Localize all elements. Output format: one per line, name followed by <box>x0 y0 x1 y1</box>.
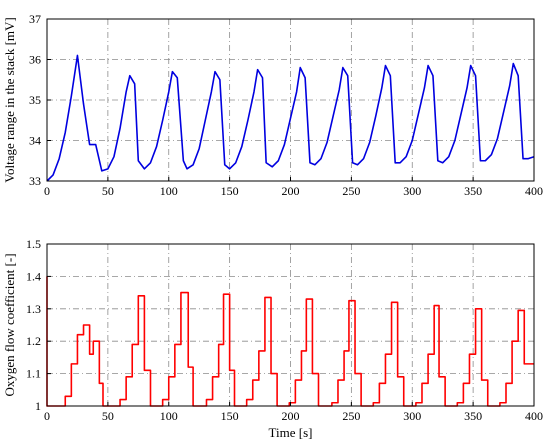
oxygen-chart: 0 50 100 150 200 250 300 350 400 1 1.1 1.2 1.3 1.4 1.5… <box>2 237 543 440</box>
voltage-y-axis-label: Voltage range in the stack [mV] <box>2 17 17 182</box>
voltage-y-tick-label: 36 <box>29 53 41 67</box>
oxygen-y-tick-label: 1.4 <box>26 269 41 283</box>
voltage-x-tick-label: 0 <box>44 184 50 198</box>
oxygen-y-tick-label: 1 <box>35 399 41 413</box>
oxygen-y-tick-label: 1.5 <box>26 237 41 251</box>
voltage-x-tick-label: 350 <box>464 184 482 198</box>
oxygen-x-tick-label: 300 <box>403 409 421 423</box>
oxygen-y-tick-label: 1.1 <box>26 367 41 381</box>
voltage-chart: 0 50 100 150 200 250 300 350 400 33 34 35 36 37 Voltag… <box>2 12 543 198</box>
oxygen-x-tick-label: 200 <box>282 409 300 423</box>
oxygen-y-tick-label: 1.3 <box>26 302 41 316</box>
oxygen-y-axis-label: Oxygen flow coefficient [-] <box>2 253 17 396</box>
oxygen-x-tick-label: 50 <box>102 409 114 423</box>
oxygen-x-tick-label: 100 <box>160 409 178 423</box>
oxygen-x-tick-label: 350 <box>464 409 482 423</box>
voltage-y-tick-label: 34 <box>29 134 41 148</box>
voltage-x-tick-label: 100 <box>160 184 178 198</box>
oxygen-x-axis-label: Time [s] <box>269 425 313 440</box>
voltage-y-tick-label: 33 <box>29 174 41 188</box>
voltage-x-tick-label: 400 <box>525 184 543 198</box>
oxygen-x-tick-label: 150 <box>221 409 239 423</box>
voltage-x-tick-label: 300 <box>403 184 421 198</box>
voltage-x-tick-label: 150 <box>221 184 239 198</box>
voltage-y-tick-label: 37 <box>29 12 41 26</box>
oxygen-x-tick-label: 400 <box>525 409 543 423</box>
voltage-series-line <box>46 54 535 182</box>
oxygen-x-tick-label: 0 <box>44 409 50 423</box>
oxygen-x-tick-label: 250 <box>342 409 360 423</box>
oxygen-y-tick-label: 1.2 <box>26 334 41 348</box>
voltage-x-tick-label: 200 <box>282 184 300 198</box>
voltage-x-tick-label: 50 <box>102 184 114 198</box>
voltage-y-tick-label: 35 <box>29 93 41 107</box>
voltage-x-tick-label: 250 <box>342 184 360 198</box>
